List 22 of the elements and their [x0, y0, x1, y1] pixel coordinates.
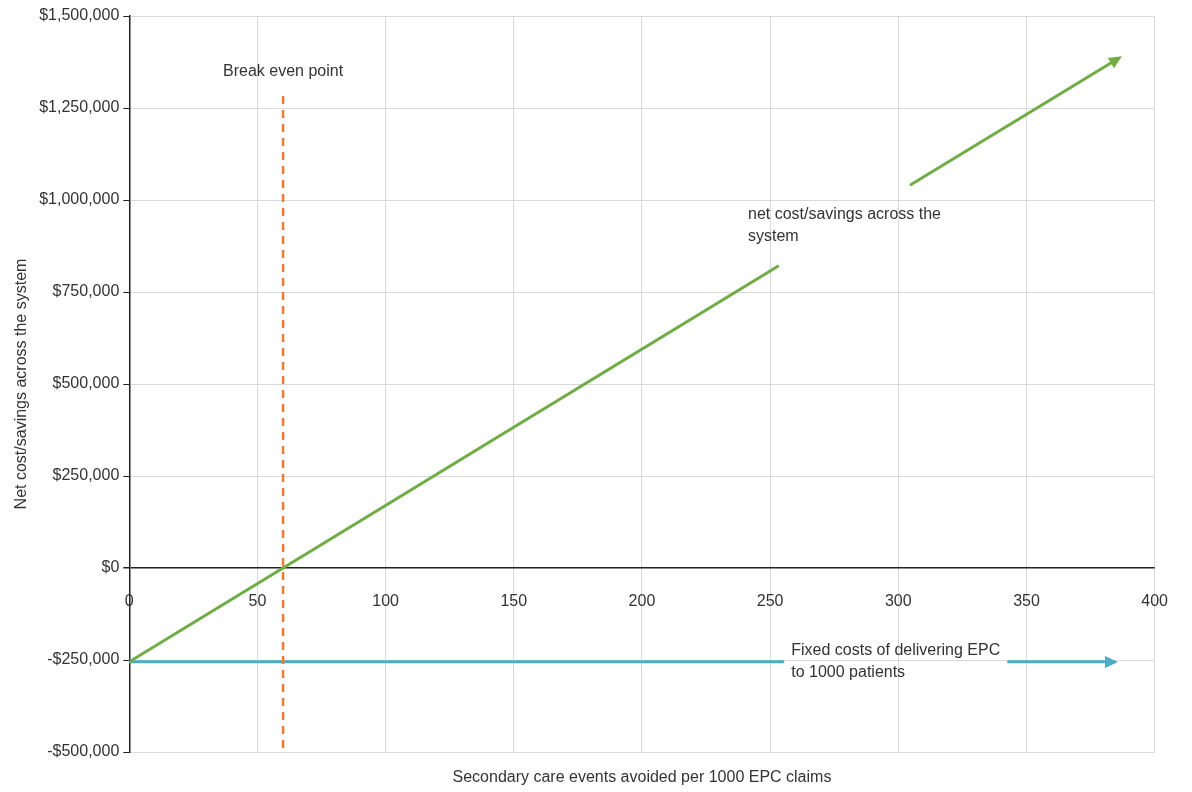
x-tick-label: 200 — [628, 592, 656, 610]
y-tick-label: $250,000 — [52, 466, 120, 484]
y-tick-label: $0 — [101, 558, 120, 576]
x-tick-label: 50 — [248, 592, 267, 610]
ref-line-label: Break even point — [223, 62, 344, 80]
y-tick-label: $500,000 — [52, 374, 120, 392]
y-tick-label: -$250,000 — [47, 650, 120, 668]
x-tick-label: 400 — [1141, 592, 1169, 610]
y-tick-label: $1,250,000 — [39, 98, 120, 116]
y-tick-label: $1,000,000 — [39, 190, 120, 208]
x-tick-label: 350 — [1013, 592, 1040, 610]
text: net cost/savings across the system — [747, 204, 942, 244]
x-tick-label: 300 — [884, 592, 912, 610]
x-tick-label: 100 — [372, 592, 400, 610]
x-axis-title: Secondary care events avoided per 1000 EPC claims — [452, 768, 832, 786]
y-axis-title: Net cost/savings across the system — [12, 258, 30, 510]
y-tick-label: $750,000 — [52, 282, 120, 300]
x-tick-label: 250 — [756, 592, 784, 610]
y-tick-label: -$500,000 — [47, 742, 120, 760]
series-label: Fixed costs of delivering EPC to 1000 patients — [791, 641, 1001, 681]
x-tick-label: 150 — [500, 592, 528, 610]
y-tick-label: $1,500,000 — [39, 6, 120, 24]
